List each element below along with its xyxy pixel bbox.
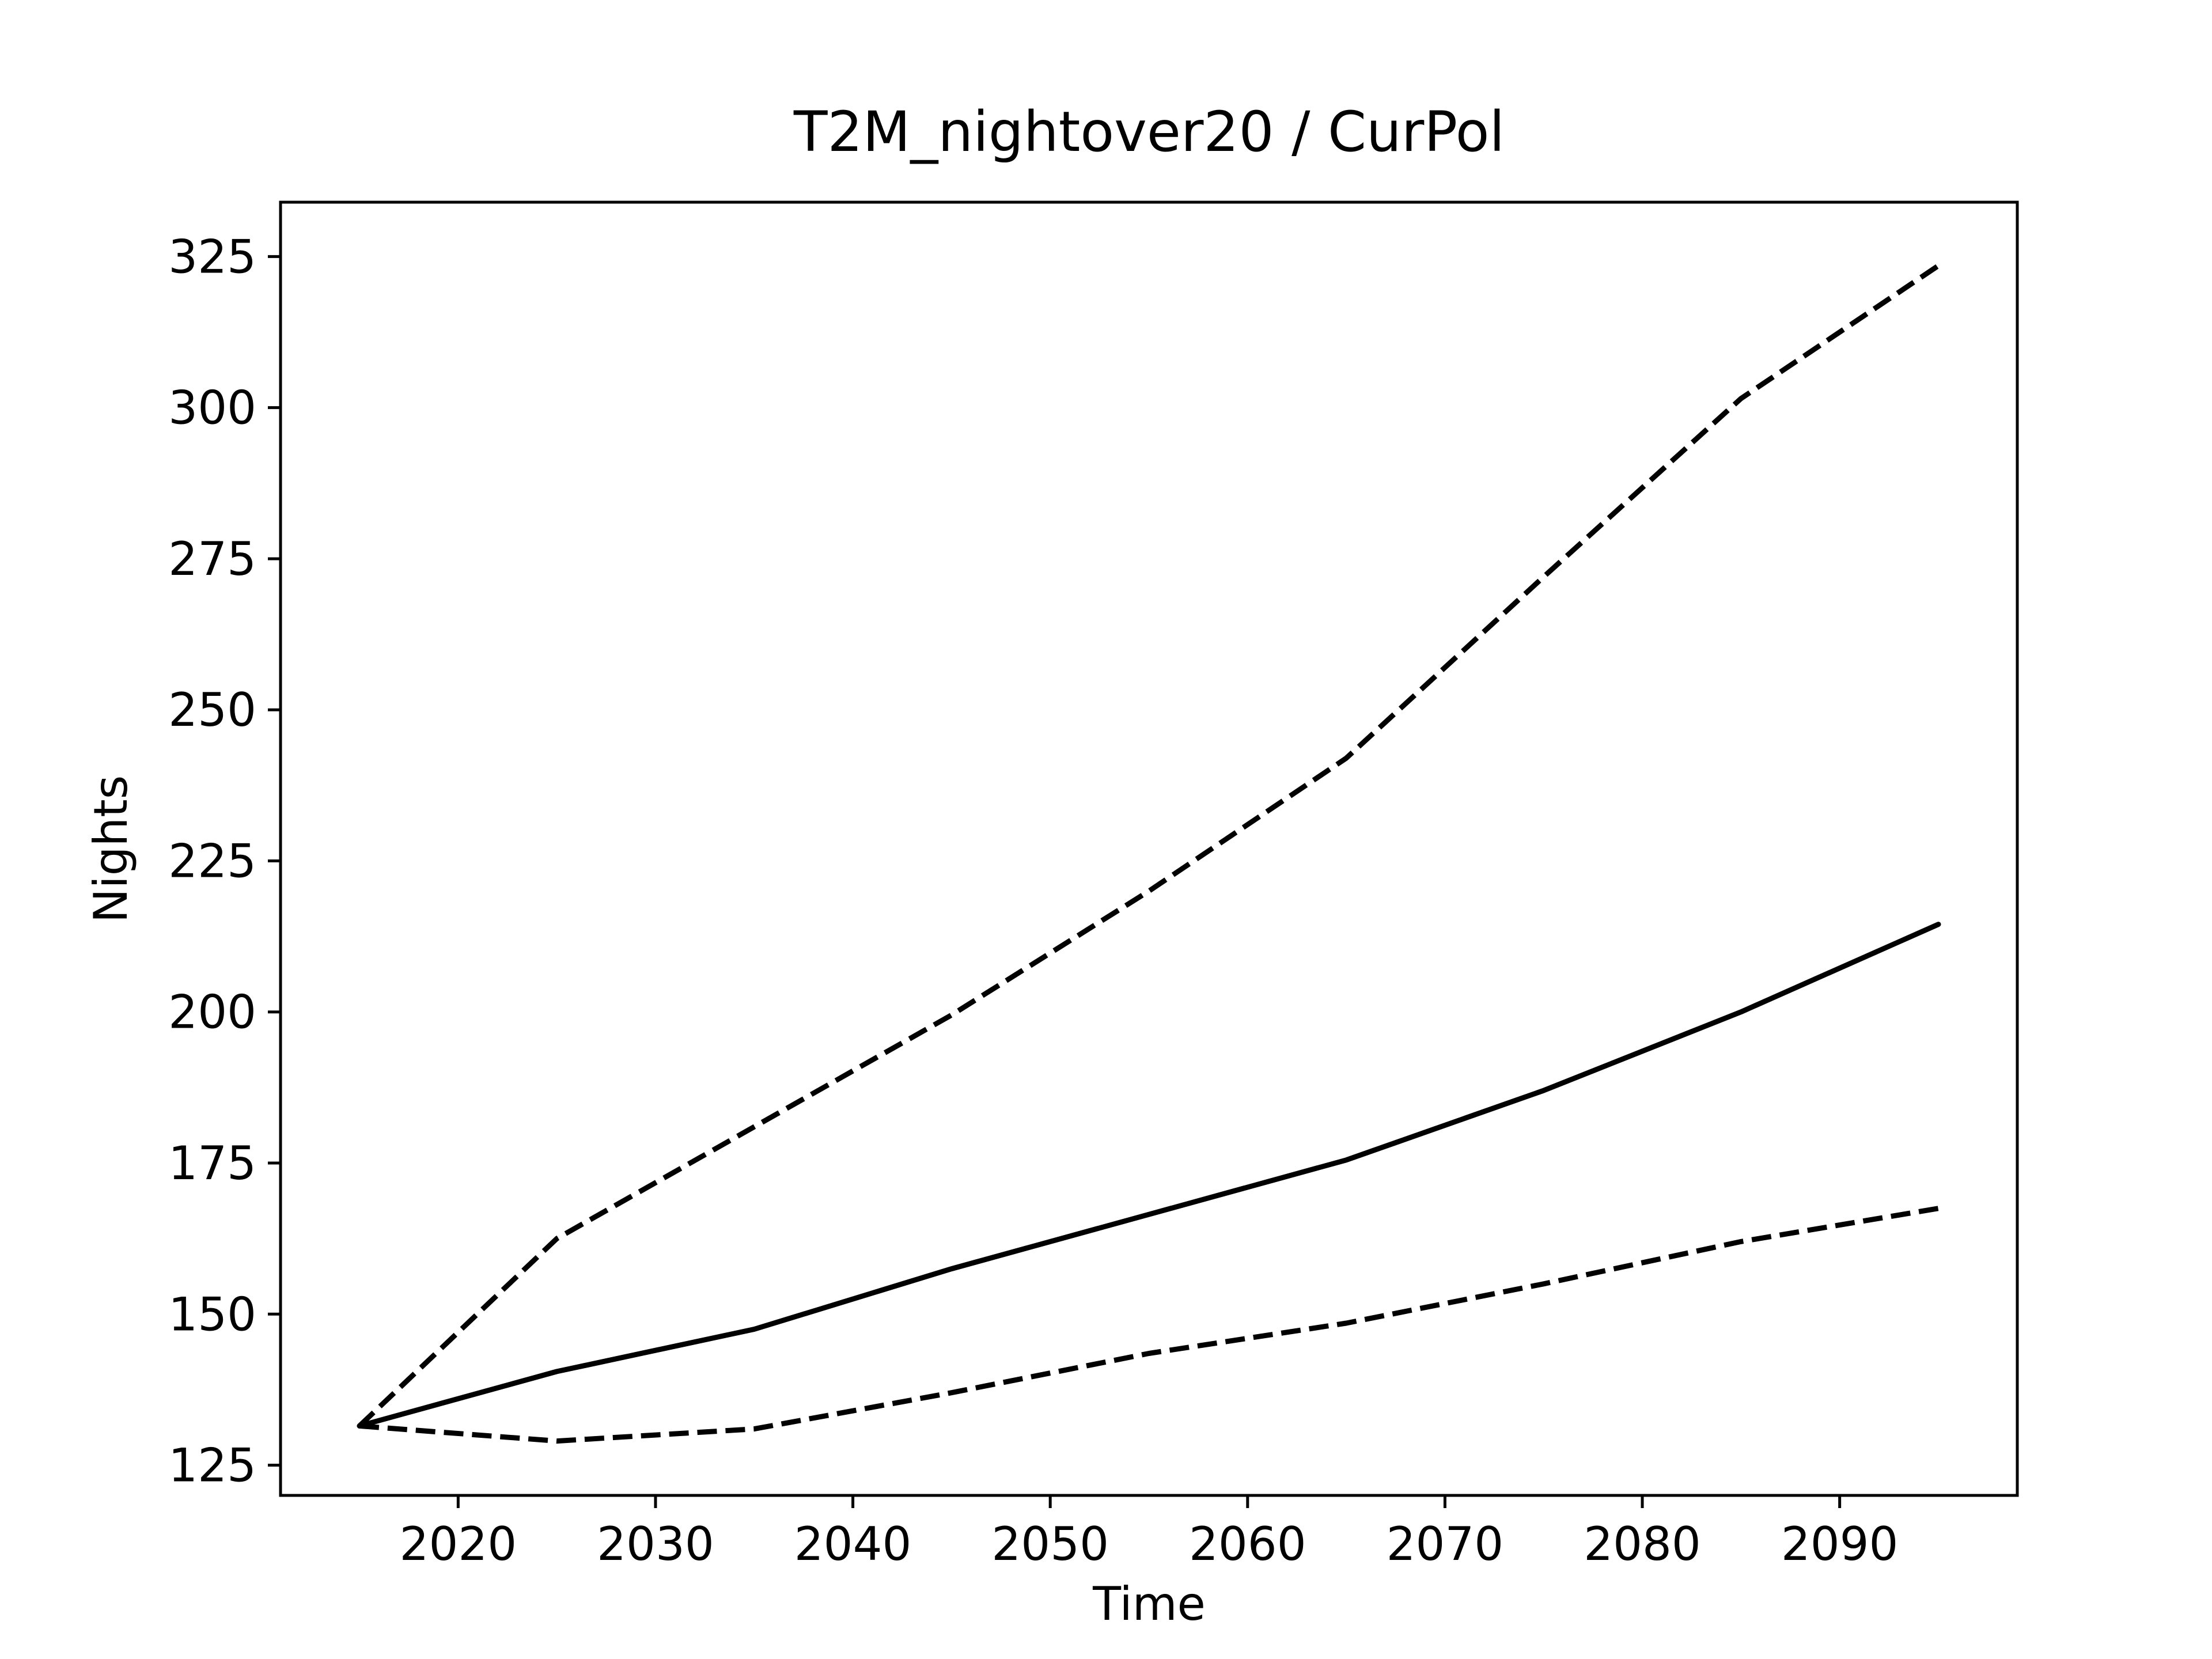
x-tick-label: 2080 <box>1584 1517 1701 1571</box>
plot-frame <box>279 200 2019 1497</box>
x-tick-label: 2090 <box>1781 1517 1899 1571</box>
y-tick-label: 200 <box>168 986 256 1039</box>
x-tick-label: 2060 <box>1189 1517 1306 1571</box>
series-line-2 <box>357 263 1940 1428</box>
x-tick-label: 2040 <box>794 1517 912 1571</box>
y-tick-label: 225 <box>168 834 256 888</box>
y-tick-label: 325 <box>168 230 256 283</box>
y-tick-label: 250 <box>168 683 256 737</box>
x-axis-ticks: 2020 2030 2040 2050 2060 2070 2080 2090 <box>400 1495 1899 1571</box>
y-tick-label: 300 <box>168 381 256 435</box>
y-axis-ticks: 125 150 175 200 225 250 275 300 325 <box>168 230 281 1493</box>
y-tick-label: 150 <box>168 1287 256 1341</box>
x-tick-label: 2070 <box>1387 1517 1504 1571</box>
x-axis-label: Time <box>1092 1577 1206 1631</box>
y-tick-label: 125 <box>168 1439 256 1493</box>
series-line-3 <box>359 1206 1939 1444</box>
series-group <box>357 263 1941 1444</box>
chart-title: T2M_nightover20 / CurPol <box>793 100 1505 164</box>
x-tick-label: 2020 <box>400 1517 517 1571</box>
series-line-1 <box>357 922 1941 1429</box>
y-axis-label: Nights <box>84 775 138 923</box>
y-tick-label: 175 <box>168 1137 256 1190</box>
x-tick-label: 2050 <box>991 1517 1109 1571</box>
x-tick-label: 2030 <box>597 1517 714 1571</box>
y-tick-label: 275 <box>168 532 256 586</box>
